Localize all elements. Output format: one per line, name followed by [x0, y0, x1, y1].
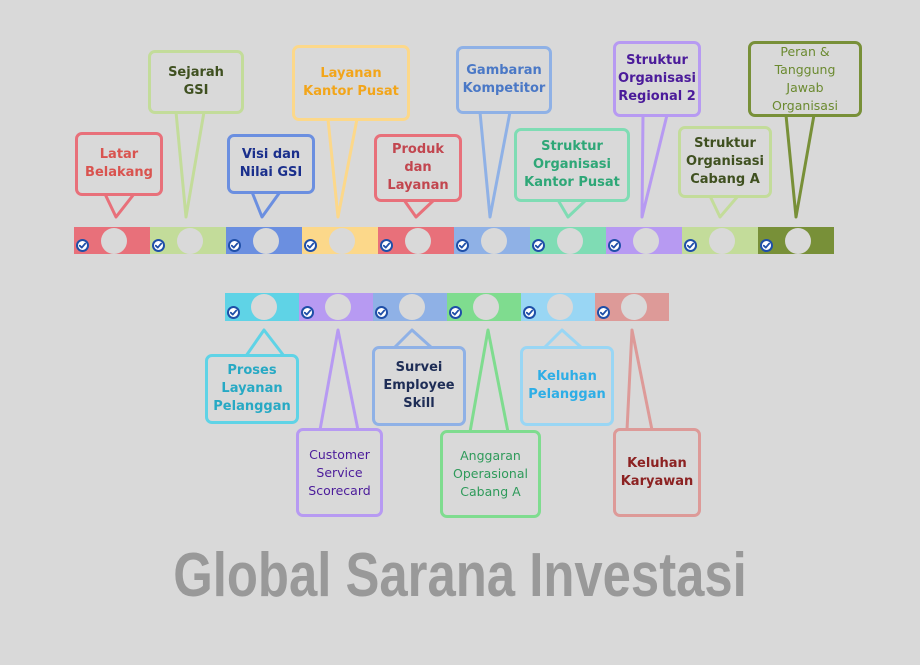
checkmark-icon [608, 239, 621, 252]
milestone-node[interactable] [547, 294, 573, 320]
callout-label: Latar Belakang [85, 147, 153, 180]
callout-label: Customer Service Scorecard [308, 446, 371, 498]
milestone-node[interactable] [633, 227, 659, 254]
checkmark-icon [597, 306, 610, 319]
milestone-node[interactable] [329, 227, 355, 254]
callout-label: Layanan Kantor Pusat [303, 66, 399, 99]
checkmark-icon [228, 239, 241, 252]
callout-struktur-organisasi-cabang-a[interactable]: Struktur Organisasi Cabang A [678, 126, 772, 198]
callout-label: Proses Layanan Pelanggan [213, 363, 291, 414]
callout-struktur-organisasi-kantor-pusat[interactable]: Struktur Organisasi Kantor Pusat [514, 128, 630, 202]
callout-label: Survei Employee Skill [383, 360, 455, 411]
callout-pointer [402, 198, 436, 219]
callout-pointer [392, 328, 434, 350]
callout-pointer [103, 193, 136, 219]
callout-label: Keluhan Pelanggan [528, 369, 606, 402]
checkmark-icon [532, 239, 545, 252]
callout-pointer [556, 198, 588, 219]
callout-pointer [468, 328, 510, 433]
callout-pointer [326, 118, 359, 219]
milestone-node[interactable] [473, 294, 499, 320]
checkmark-icon [76, 239, 89, 252]
callout-visi-dan-nilai-gsi[interactable]: Visi dan Nilai GSI [227, 134, 315, 194]
callout-label: Peran & Tanggung Jawab Organisasi [772, 44, 838, 113]
checkmark-icon [301, 306, 314, 319]
callout-produk-dan-layanan[interactable]: Produk dan Layanan [374, 134, 462, 202]
milestone-node[interactable] [557, 227, 583, 254]
callout-label: Gambaran Kompetitor [462, 63, 546, 96]
diagram-title: Global Sarana Investasi [173, 541, 747, 610]
milestone-node[interactable] [101, 227, 127, 254]
milestone-node[interactable] [785, 227, 811, 254]
milestone-node[interactable] [621, 294, 647, 320]
milestone-node[interactable] [251, 294, 277, 320]
callout-pointer [542, 328, 584, 350]
callout-label: Visi dan Nilai GSI [239, 147, 303, 180]
callout-proses-layanan-pelanggan[interactable]: Proses Layanan Pelanggan [205, 354, 299, 424]
callout-pointer [625, 328, 654, 431]
milestone-node[interactable] [709, 227, 735, 254]
milestone-node[interactable] [325, 294, 351, 320]
checkmark-icon [456, 239, 469, 252]
callout-gambaran-kompetitor[interactable]: Gambaran Kompetitor [456, 46, 552, 114]
checkmark-icon [375, 306, 388, 319]
checkmark-icon [227, 306, 240, 319]
milestone-node[interactable] [177, 227, 203, 254]
callout-customer-service-scorecard[interactable]: Customer Service Scorecard [296, 428, 383, 517]
callout-label: Keluhan Karyawan [620, 455, 694, 489]
callout-struktur-organisasi-regional-2[interactable]: Struktur Organisasi Regional 2 [613, 41, 701, 117]
callout-sejarah-gsi[interactable]: Sejarah GSI [148, 50, 244, 114]
callout-label: Struktur Organisasi Regional 2 [618, 53, 696, 104]
milestone-node[interactable] [399, 294, 425, 320]
checkmark-icon [152, 239, 165, 252]
checkmark-icon [380, 239, 393, 252]
callout-pointer [640, 114, 669, 219]
callout-label: Produk dan Layanan [387, 142, 449, 193]
callout-label: Struktur Organisasi Cabang A [686, 136, 764, 187]
callout-survei-employee-skill[interactable]: Survei Employee Skill [372, 346, 466, 426]
callout-layanan-kantor-pusat[interactable]: Layanan Kantor Pusat [292, 45, 410, 121]
checkmark-icon [684, 239, 697, 252]
checkmark-icon [449, 306, 462, 319]
checkmark-icon [760, 239, 773, 252]
checkmark-icon [523, 306, 536, 319]
callout-anggaran-operasional-cabang-a[interactable]: Anggaran Operasional Cabang A [440, 430, 541, 518]
checkmark-icon [304, 239, 317, 252]
callout-label: Anggaran Operasional Cabang A [453, 448, 528, 499]
callout-keluhan-karyawan[interactable]: Keluhan Karyawan [613, 428, 701, 517]
milestone-node[interactable] [405, 227, 431, 254]
callout-label: Struktur Organisasi Kantor Pusat [524, 139, 620, 190]
callout-pointer [708, 195, 740, 219]
callout-label: Sejarah GSI [168, 65, 224, 98]
callout-pointer [174, 111, 206, 219]
callout-pointer [250, 191, 282, 219]
milestone-node[interactable] [253, 227, 279, 254]
callout-peran-dan-tanggung-jawab[interactable]: Peran & Tanggung Jawab Organisasi [748, 41, 862, 117]
callout-keluhan-pelanggan[interactable]: Keluhan Pelanggan [520, 346, 614, 426]
callout-pointer [244, 328, 286, 357]
milestone-node[interactable] [481, 227, 507, 254]
callout-latar-belakang[interactable]: Latar Belakang [75, 132, 163, 196]
callout-pointer [478, 111, 512, 219]
callout-pointer [784, 114, 816, 219]
callout-pointer [318, 328, 360, 431]
